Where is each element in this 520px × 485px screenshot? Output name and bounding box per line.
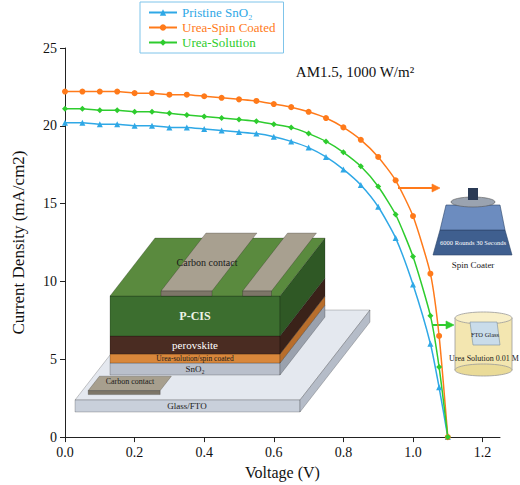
svg-text:0.6: 0.6 (265, 445, 283, 460)
svg-text:0.0: 0.0 (56, 445, 74, 460)
svg-text:Pristine SnO₂: Pristine SnO₂ (182, 5, 253, 20)
svg-text:15: 15 (43, 196, 57, 211)
svg-text:0: 0 (50, 430, 57, 445)
svg-text:0.4: 0.4 (195, 445, 213, 460)
svg-text:0.8: 0.8 (335, 445, 353, 460)
svg-text:perovskite: perovskite (172, 339, 218, 351)
svg-text:Carbon contact: Carbon contact (106, 377, 155, 386)
svg-text:6000 Rounds 30 Seconds: 6000 Rounds 30 Seconds (440, 239, 506, 246)
svg-text:20: 20 (43, 118, 57, 133)
svg-text:5: 5 (50, 352, 57, 367)
svg-text:Carbon contact: Carbon contact (177, 257, 238, 268)
svg-text:10: 10 (43, 274, 57, 289)
svg-text:AM1.5, 1000 W/m²: AM1.5, 1000 W/m² (296, 64, 415, 80)
svg-text:Current Density (mA/cm2): Current Density (mA/cm2) (9, 150, 28, 334)
svg-text:Urea-solution/spin coated: Urea-solution/spin coated (156, 354, 234, 363)
svg-text:SnO₂: SnO₂ (185, 364, 204, 374)
svg-text:Glass/FTO: Glass/FTO (167, 401, 207, 411)
svg-text:Urea Solution 0.01 M: Urea Solution 0.01 M (449, 354, 519, 363)
svg-text:Voltage (V): Voltage (V) (245, 464, 320, 482)
svg-text:Urea-Spin Coated: Urea-Spin Coated (182, 20, 276, 35)
svg-text:Urea-Solution: Urea-Solution (182, 35, 256, 50)
svg-text:P-CIS: P-CIS (179, 309, 211, 323)
svg-text:1.0: 1.0 (404, 445, 422, 460)
svg-text:25: 25 (43, 41, 57, 56)
svg-text:0.2: 0.2 (126, 445, 144, 460)
svg-text:Spin Coater: Spin Coater (452, 260, 495, 270)
svg-text:FTO Glass: FTO Glass (471, 331, 500, 338)
svg-text:1.2: 1.2 (474, 445, 492, 460)
